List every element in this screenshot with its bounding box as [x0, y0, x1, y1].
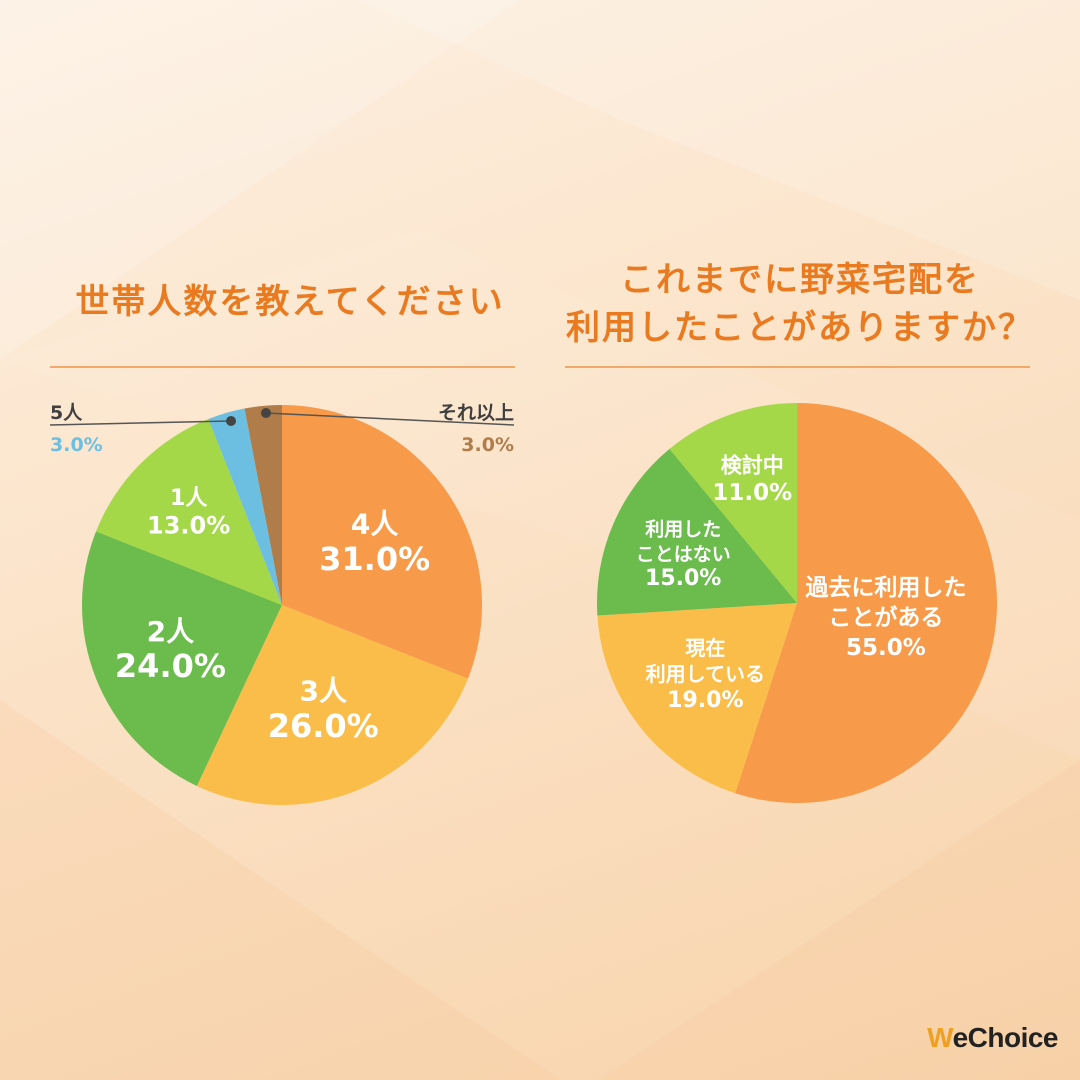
pie-label-2-line-0: 2人 [147, 615, 194, 648]
logo-text: eChoice [952, 1022, 1059, 1053]
pie-label-1-line-0: 3人 [299, 675, 346, 708]
pie-slice-5 [244, 405, 282, 605]
pie-label-3-line-0: 検討中 [721, 454, 784, 478]
pie-label-1-line-2: 19.0% [667, 688, 743, 713]
pie-slice-0 [282, 405, 482, 679]
pie-slice-3 [669, 403, 797, 603]
label-sore-ijo: それ以上 [437, 402, 514, 424]
pie-slice-1 [597, 603, 797, 794]
wechoice-logo: WeChoice [927, 1022, 1058, 1054]
pie-label-0-line-2: 55.0% [846, 635, 926, 661]
pie-label-1-line-0: 現在 [685, 636, 725, 660]
pie-label-2-line-0: 利用した [645, 519, 721, 541]
pie-slice-2 [81, 531, 282, 786]
pie-label-2-line-1: 24.0% [115, 647, 226, 685]
pie-label-2-line-1: ことはない [636, 543, 731, 565]
value-sore-ijo: 3.0% [461, 434, 514, 456]
pie-label-2-line-2: 15.0% [645, 566, 721, 591]
pie-label-3-line-1: 11.0% [712, 480, 792, 506]
leader-line-5nin [49, 420, 232, 426]
pie-slice-0 [735, 403, 998, 803]
chart2-title: これまでに野菜宅配を 利用したことがありますか？ [560, 256, 1040, 352]
pie-slice-4 [208, 408, 282, 605]
pie-label-1-line-1: 26.0% [268, 707, 379, 745]
pie-label-0-line-1: 31.0% [319, 540, 430, 578]
pie-slice-1 [196, 605, 468, 805]
chart1-divider [50, 366, 515, 368]
label-5nin: 5人 [50, 402, 83, 424]
chart2-divider [565, 366, 1030, 368]
leader-line-sore-ijo [265, 412, 515, 426]
pie-label-0-line-0: 4人 [351, 508, 398, 541]
leader-lines [49, 408, 515, 426]
leader-dot-sore-ijo [261, 408, 271, 418]
pie-label-3-line-1: 13.0% [147, 512, 230, 540]
logo-w: W [927, 1022, 953, 1053]
leader-dot-5nin [226, 416, 236, 426]
chart1-title: 世帯人数を教えてください [75, 282, 505, 322]
pie-label-3-line-0: 1人 [170, 486, 207, 511]
pie-label-1-line-1: 利用している [646, 662, 765, 686]
pie-label-0-line-1: ことがある [828, 604, 943, 631]
pie-slice-3 [96, 419, 282, 605]
pie-label-0-line-0: 過去に利用した [805, 574, 966, 601]
value-5nin: 3.0% [50, 434, 103, 456]
chart2-title-line1: これまでに野菜宅配を [620, 260, 980, 300]
chart2-title-line2: 利用したことがありますか？ [566, 308, 1034, 348]
pie-slice-2 [597, 448, 797, 616]
